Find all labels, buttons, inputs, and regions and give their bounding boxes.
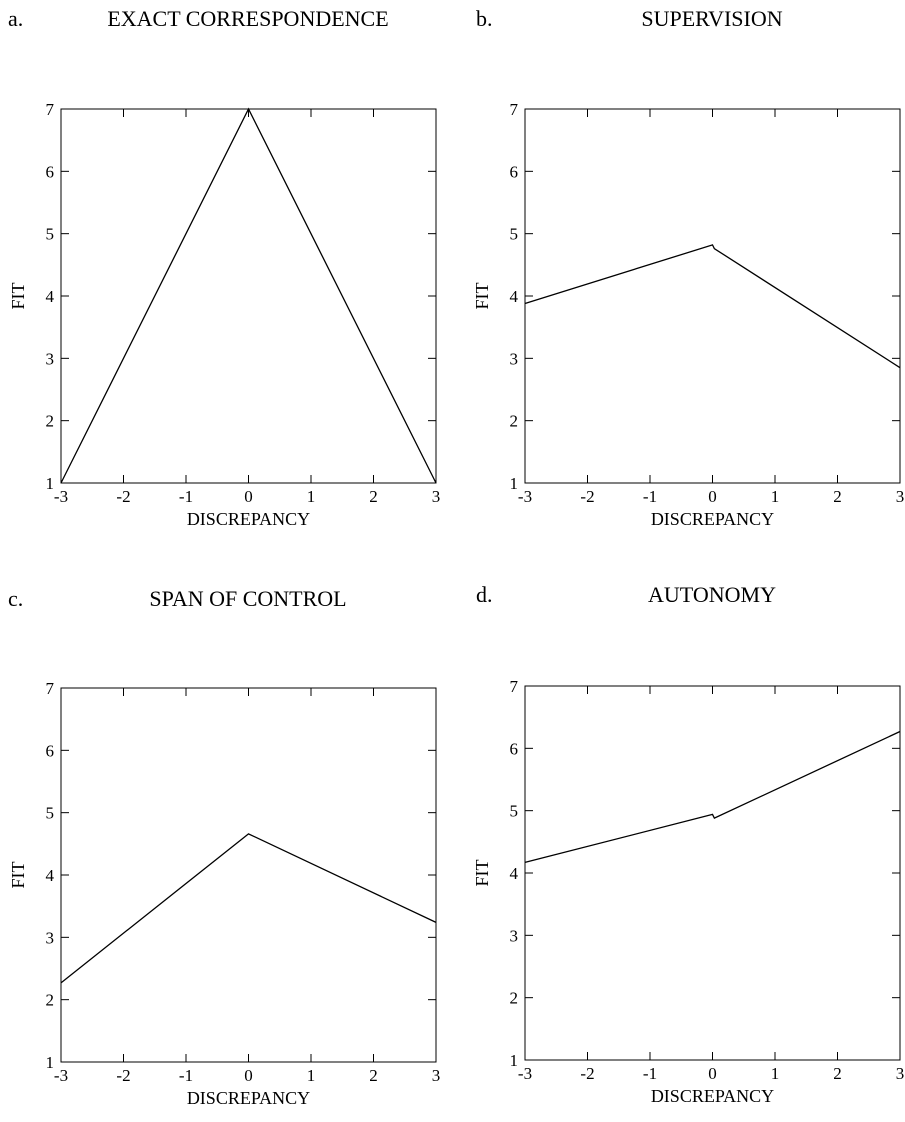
chart-panel-3: c. SPAN OF CONTROL -3 -2 -1 0 1 2 3 1 2 3 4 5 6 7 DISCRE… [8,586,440,1108]
x-tick-label: -2 [116,487,130,506]
x-axis-label: DISCREPANCY [651,509,774,529]
y-tick-label: 4 [510,864,519,883]
x-tick-label: 0 [708,1064,717,1083]
y-tick-label: 1 [46,474,55,493]
y-tick-label: 3 [510,926,519,945]
x-tick-label: 3 [896,487,905,506]
y-tick-label: 2 [46,412,55,431]
y-tick-label: 4 [46,866,55,885]
series-line [60,107,437,484]
x-axis-label: DISCREPANCY [187,1088,310,1108]
x-tick-label: 2 [369,487,378,506]
x-tick-label: -2 [580,487,594,506]
y-tick-label: 6 [510,162,519,181]
x-tick-label: 2 [369,1066,378,1085]
x-tick-label: 1 [771,487,780,506]
x-tick-label: -2 [580,1064,594,1083]
chart-title: SUPERVISION [641,6,782,31]
panel-letter: c. [8,586,23,611]
x-tick-label: -2 [116,1066,130,1085]
x-tick-label: 3 [896,1064,905,1083]
x-tick-label: -3 [54,487,68,506]
x-tick-label: -1 [643,487,657,506]
x-tick-label: 0 [708,487,717,506]
x-tick-label: 3 [432,1066,441,1085]
y-axis-label: FIT [472,859,492,886]
y-tick-label: 3 [46,928,55,947]
x-tick-label: -1 [179,487,193,506]
x-tick-label: 1 [307,487,316,506]
y-tick-label: 2 [510,989,519,1008]
chart-panel-2: b. SUPERVISION -3 -2 -1 0 1 2 3 1 2 3 4 5 6 7 DISCREPANC… [472,6,904,529]
x-tick-label: 0 [244,487,253,506]
y-tick-label: 2 [46,991,55,1010]
y-tick-label: 7 [46,679,55,698]
y-tick-label: 7 [510,677,519,696]
series-line [60,833,437,984]
chart-title: AUTONOMY [648,582,776,607]
y-tick-label: 7 [510,100,519,119]
chart-panel-4: d. AUTONOMY -3 -2 -1 0 1 2 3 1 2 3 4 5 6 7 DISCREPANCY FI… [472,582,904,1106]
y-tick-label: 5 [510,802,519,821]
y-tick-label: 4 [510,287,519,306]
y-axis-label: FIT [8,861,28,888]
x-tick-label: 0 [244,1066,253,1085]
x-tick-label: -3 [54,1066,68,1085]
panel-letter: a. [8,6,23,31]
plot-frame [524,108,901,484]
x-axis-label: DISCREPANCY [651,1086,774,1106]
y-tick-label: 2 [510,412,519,431]
x-tick-label: 3 [432,487,441,506]
series-line [524,730,901,864]
series-line [524,244,901,369]
x-tick-label: 2 [833,1064,842,1083]
y-tick-label: 7 [46,100,55,119]
y-tick-label: 5 [46,225,55,244]
y-tick-label: 1 [510,474,519,493]
x-tick-label: -3 [518,1064,532,1083]
x-tick-label: -1 [643,1064,657,1083]
y-tick-label: 3 [510,349,519,368]
panel-letter: b. [476,6,493,31]
y-axis-label: FIT [472,282,492,309]
x-axis-label: DISCREPANCY [187,509,310,529]
y-tick-label: 6 [46,741,55,760]
y-tick-label: 5 [46,804,55,823]
chart-title: EXACT CORRESPONDENCE [107,6,388,31]
x-tick-label: -1 [179,1066,193,1085]
y-tick-label: 1 [46,1053,55,1072]
y-tick-label: 6 [510,739,519,758]
panel-letter: d. [476,582,493,607]
plot-frame [524,685,901,1061]
y-tick-label: 6 [46,162,55,181]
y-tick-label: 3 [46,349,55,368]
y-axis-label: FIT [8,282,28,309]
y-tick-label: 5 [510,225,519,244]
x-tick-label: 1 [771,1064,780,1083]
chart-title: SPAN OF CONTROL [149,586,346,611]
x-tick-label: -3 [518,487,532,506]
y-tick-label: 1 [510,1051,519,1070]
plot-frame [60,108,437,484]
chart-panel-1: a. EXACT CORRESPONDENCE -3 -2 -1 0 1 2 3 1 2 3 4 5 6 7 D… [8,6,440,529]
x-tick-label: 1 [307,1066,316,1085]
y-tick-label: 4 [46,287,55,306]
x-tick-label: 2 [833,487,842,506]
plot-frame [60,687,437,1063]
